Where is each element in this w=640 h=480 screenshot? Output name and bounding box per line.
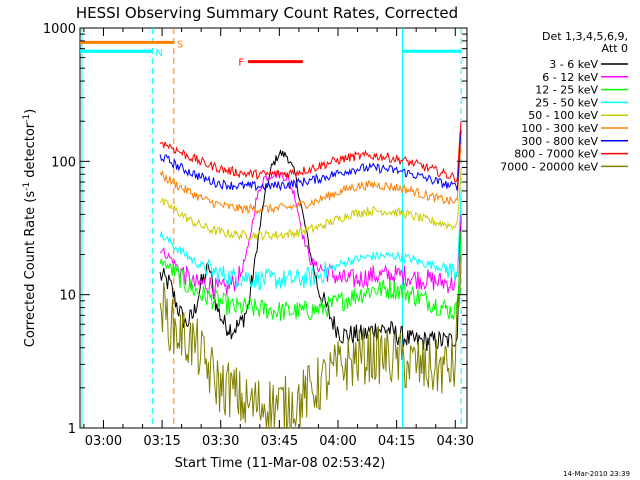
x-tick-label-0: 03:00 [85, 434, 122, 449]
series-line-4 [159, 167, 462, 242]
series-line-0 [159, 149, 462, 352]
y-axis-label: Corrected Count Rate (s-1 detector-1) [22, 109, 38, 347]
footer-timestamp: 14-Mar-2010 23:39 [563, 470, 630, 478]
annotation-label-N: N [155, 48, 162, 59]
annotation-label-F: F [238, 58, 244, 69]
x-tick-label-6: 04:30 [437, 434, 474, 449]
series-line-6 [159, 130, 462, 192]
legend-label-0: 3 - 6 keV [549, 58, 598, 71]
x-tick-label-4: 04:00 [319, 434, 356, 449]
legend-label-7: 800 - 7000 keV [514, 148, 598, 161]
y-axis-ticks: 1 10 100 1000 [43, 22, 467, 437]
y-axis-label-sup1: -1 [22, 182, 32, 191]
legend-label-5: 100 - 300 keV [521, 122, 598, 135]
y-axis-label-main: Corrected Count Rate (s [23, 191, 38, 348]
x-tick-label-1: 03:15 [143, 434, 180, 449]
y-axis-label-mid: detector [23, 122, 38, 182]
chart-title: HESSI Observing Summary Count Rates, Cor… [76, 4, 458, 22]
series-line-7 [159, 121, 462, 183]
series-line-3 [159, 190, 462, 291]
x-tick-label-5: 04:15 [378, 434, 415, 449]
state-annotations: S N F [80, 39, 462, 69]
x-tick-label-2: 03:30 [202, 434, 239, 449]
legend-header-line-1: Det 1,3,4,5,6,9, [542, 30, 628, 43]
series-line-1 [159, 170, 462, 299]
plot-frame [79, 27, 468, 429]
legend-label-2: 12 - 25 keV [535, 84, 598, 97]
legend-label-8: 7000 - 20000 keV [500, 160, 598, 173]
series-line-5 [159, 141, 462, 215]
y-axis-label-sup2: -1 [22, 114, 32, 123]
legend-label-6: 300 - 800 keV [521, 135, 598, 148]
y-tick-label-1: 10 [59, 289, 76, 304]
x-axis-ticks: 03:00 03:15 03:30 03:45 04:00 04:15 04:30 [83, 28, 474, 449]
series-line-2 [159, 231, 462, 321]
y-tick-label-0: 1 [68, 422, 76, 437]
legend-label-4: 50 - 100 keV [528, 109, 598, 122]
series-layer [159, 121, 462, 429]
x-tick-label-3: 03:45 [261, 434, 298, 449]
legend-header-line-2: Att 0 [602, 42, 628, 55]
legend-label-3: 25 - 50 keV [535, 96, 598, 109]
series-line-8 [159, 254, 462, 429]
annotation-label-S: S [177, 39, 183, 50]
legend-label-1: 6 - 12 keV [542, 71, 598, 84]
y-tick-label-2: 100 [51, 155, 76, 170]
x-axis-label: Start Time (11-Mar-08 02:53:42) [175, 456, 386, 471]
plot-border [79, 27, 468, 429]
y-axis-label-end: ) [23, 109, 38, 114]
y-tick-label-3: 1000 [43, 22, 76, 37]
